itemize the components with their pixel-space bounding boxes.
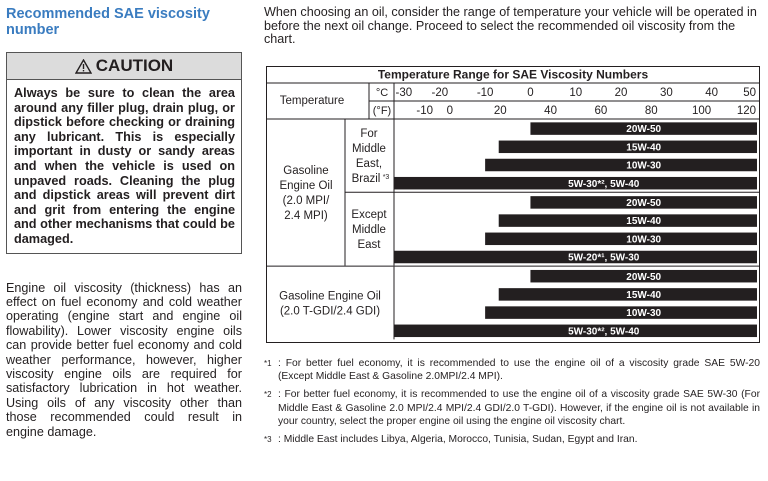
engine-label: Engine Oil (279, 180, 332, 192)
right-column: When choosing an oil, consider the range… (264, 5, 760, 47)
engine-label: Gasoline Engine Oil (279, 291, 381, 303)
viscosity-grade-label: 20W-50 (626, 198, 661, 209)
celsius-tick: 50 (743, 87, 756, 99)
viscosity-grade-label: 10W-30 (626, 308, 661, 319)
fahrenheit-tick: 0 (447, 105, 453, 117)
region-label: Middle (352, 224, 386, 236)
viscosity-grade-label: 15W-40 (626, 216, 661, 227)
viscosity-grade-label: 5W-20*¹, 5W-30 (568, 253, 640, 264)
viscosity-grade-label: 10W-30 (626, 234, 661, 245)
fahrenheit-unit: (°F) (373, 105, 391, 117)
viscosity-grade-label: 20W-50 (626, 124, 661, 135)
viscosity-bar (498, 214, 757, 227)
viscosity-bar (530, 196, 757, 209)
region-footnote-mark: *3 (383, 174, 390, 181)
region-label: Except (351, 209, 387, 221)
viscosity-bar (530, 269, 757, 283)
celsius-unit: °C (376, 87, 388, 99)
region-label: East (357, 239, 381, 251)
viscosity-bar (485, 158, 757, 172)
viscosity-paragraph: Engine oil viscosity (thickness) has an … (6, 280, 242, 439)
footnote: *3 : Middle East includes Libya, Algeria,… (264, 433, 760, 446)
region-label: For (360, 128, 377, 140)
fahrenheit-tick: 120 (737, 105, 756, 117)
viscosity-grade-label: 15W-40 (626, 142, 661, 153)
viscosity-bar (498, 140, 757, 154)
temperature-label: Temperature (280, 95, 345, 107)
viscosity-grade-label: 5W-30*², 5W-40 (568, 179, 640, 190)
fahrenheit-tick: 20 (494, 105, 507, 117)
footnotes: *1 : For better fuel economy, it is recom… (264, 357, 760, 451)
viscosity-grade-label: 10W-30 (626, 161, 661, 172)
celsius-tick: 10 (569, 87, 582, 99)
caution-label: CAUTION (95, 56, 174, 75)
footnote-mark: *2 (264, 390, 272, 400)
footnote-text: : Middle East includes Libya, Algeria, M… (278, 434, 638, 446)
intro-text: When choosing an oil, consider the range… (264, 5, 757, 47)
celsius-tick: -10 (477, 87, 494, 99)
viscosity-grade-label: 15W-40 (626, 290, 661, 301)
footnote-text: : For better fuel economy, it is recomme… (278, 358, 760, 383)
caution-header: CAUTION (7, 53, 241, 80)
fahrenheit-tick: 40 (544, 105, 557, 117)
viscosity-bar (394, 324, 757, 338)
chart-frame (266, 66, 760, 343)
celsius-tick: 40 (705, 87, 718, 99)
viscosity-bar (485, 232, 757, 246)
caution-box: CAUTION Always be sure to clean the area… (6, 52, 242, 254)
viscosity-bar (485, 306, 757, 319)
region-label: Brazil (352, 173, 381, 185)
fahrenheit-tick: -10 (416, 105, 433, 117)
viscosity-bar (394, 250, 757, 264)
region-label: Middle (352, 143, 386, 155)
engine-label: (2.0 T-GDI/2.4 GDI) (280, 306, 380, 318)
footnote-text: : For better fuel economy, it is recomme… (278, 389, 760, 427)
celsius-tick: 0 (527, 87, 533, 99)
warning-triangle-icon (74, 58, 92, 74)
celsius-tick: 20 (615, 87, 628, 99)
fahrenheit-tick: 80 (645, 105, 658, 117)
footnote: *2 : For better fuel economy, it is recom… (264, 388, 760, 428)
engine-label: (2.0 MPI/ (283, 195, 330, 207)
section-title: Recommended SAE viscosity number (6, 6, 210, 38)
caution-text: Always be sure to clean the area around … (14, 86, 235, 246)
footnote-mark: *1 (264, 359, 272, 368)
footnote-mark: *3 (264, 435, 272, 445)
viscosity-bar (498, 288, 757, 301)
left-column: Recommended SAE viscosity number CAUTION… (6, 6, 242, 439)
viscosity-bar (530, 122, 757, 135)
viscosity-chart: Temperature Range for SAE Viscosity Numb… (266, 66, 760, 343)
viscosity-bar (394, 176, 757, 190)
celsius-tick: -30 (396, 87, 413, 99)
chart-title: Temperature Range for SAE Viscosity Numb… (378, 68, 649, 82)
engine-label: 2.4 MPI) (284, 210, 328, 222)
viscosity-chart-svg: Temperature Range for SAE Viscosity Numb… (266, 66, 760, 343)
footnote: *1 : For better fuel economy, it is recom… (264, 357, 760, 383)
fahrenheit-tick: 100 (692, 105, 711, 117)
fahrenheit-tick: 60 (595, 105, 608, 117)
viscosity-grade-label: 20W-50 (626, 272, 661, 283)
viscosity-grade-label: 5W-30*², 5W-40 (568, 326, 640, 337)
region-label: East, (356, 158, 382, 170)
celsius-tick: -20 (432, 87, 449, 99)
engine-label: Gasoline (283, 165, 328, 177)
celsius-tick: 30 (660, 87, 673, 99)
